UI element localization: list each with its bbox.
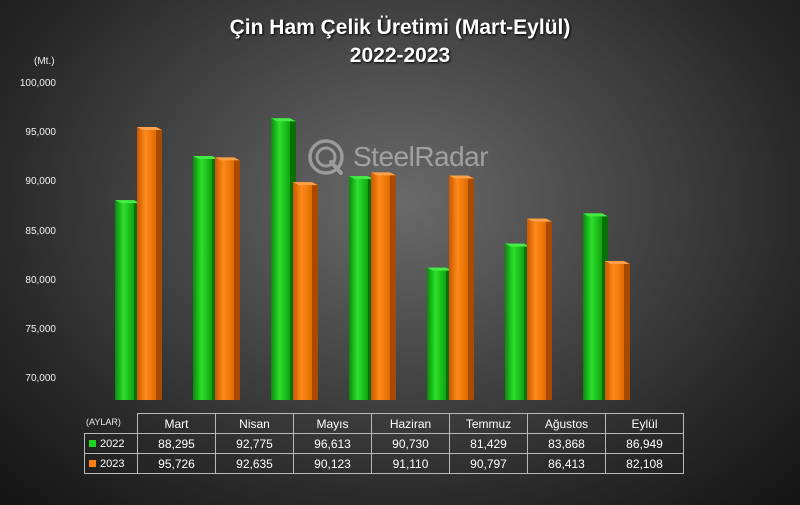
bar-front (583, 213, 602, 400)
y-axis-unit: (Mt.) (34, 56, 55, 67)
data-label: 92,775 (215, 433, 294, 454)
bar-2022-eylül (583, 213, 608, 400)
bar-front (271, 118, 290, 401)
bar-front (193, 156, 212, 400)
y-tick-label: 90,000 (25, 176, 56, 188)
steelradar-logo-icon (308, 139, 344, 175)
data-label: 83,868 (527, 433, 606, 454)
table-header-mayıs: Mayıs (293, 413, 372, 434)
data-label: 90,123 (293, 453, 372, 474)
data-label: 81,429 (449, 433, 528, 454)
table-header-haziran: Haziran (371, 413, 450, 434)
bar-top (293, 182, 318, 186)
table-header-eylül: Eylül (605, 413, 684, 434)
data-label: 92,635 (215, 453, 294, 474)
bar-front (137, 127, 156, 401)
legend-2023: 2023 (84, 453, 138, 474)
y-tick-label: 95,000 (25, 127, 56, 139)
bar-top (371, 172, 396, 176)
data-label: 86,413 (527, 453, 606, 474)
bar-2023-eylül (605, 260, 630, 400)
bar-top (505, 243, 530, 247)
bar-front (349, 176, 368, 400)
legend-swatch-2023 (89, 460, 96, 468)
y-tick-label: 100,000 (19, 78, 56, 89)
bar-side (312, 182, 318, 400)
chart-title: Çin Ham Çelik Üretimi (Mart-Eylül) (229, 16, 571, 39)
data-label: 90,797 (449, 453, 528, 474)
bar-top (137, 127, 162, 131)
table-header-row: Mart Nisan Mayıs Haziran Temmuz Ağustos Eylül (84, 413, 684, 434)
data-label: 91,110 (371, 453, 450, 474)
bar-2023-haziran (371, 172, 396, 400)
table-header-ağustos: Ağustos (527, 413, 606, 434)
table-row-2023: 2023 95,726 92,635 90,123 91,110 90,797 86,41… (84, 453, 684, 474)
bar-top (583, 213, 608, 217)
bar-front (215, 157, 234, 400)
bar-2023-ağustos (527, 218, 552, 400)
bar-front (605, 260, 624, 400)
bar-top (349, 176, 374, 180)
data-label: 88,295 (137, 433, 216, 454)
bar-top (193, 156, 218, 160)
data-table: Mart Nisan Mayıs Haziran Temmuz Ağustos Eylül … (84, 413, 684, 474)
watermark-text: SteelRadar (353, 141, 489, 172)
table-header-label: (AYLAR) (86, 417, 121, 427)
bar-front (293, 182, 312, 400)
bar-2022-mart (115, 200, 140, 400)
bar-top (271, 118, 296, 122)
bar-side (546, 218, 552, 400)
bar-top (449, 175, 474, 179)
bar-side (624, 260, 630, 400)
data-label: 82,108 (605, 453, 684, 474)
table-header-mart: Mart (137, 413, 216, 434)
data-label: 95,726 (137, 453, 216, 474)
legend-2022: 2022 (84, 433, 138, 454)
bar-top (215, 157, 240, 161)
bar-2022-haziran (349, 176, 374, 400)
bar-front (427, 267, 446, 400)
bar-top (605, 260, 630, 264)
bar-2023-mart (137, 127, 162, 401)
legend-swatch-2022 (89, 440, 96, 448)
bar-side (468, 175, 474, 400)
bar-2023-temmuz (449, 175, 474, 400)
bar-front (115, 200, 134, 400)
table-row-2022: 2022 88,295 92,775 96,613 90,730 81,429 83,86… (84, 433, 684, 454)
legend-label: 2023 (100, 457, 125, 470)
table-header-nisan: Nisan (215, 413, 294, 434)
data-label: 86,949 (605, 433, 684, 454)
bar-2022-nisan (193, 156, 218, 400)
table-header-temmuz: Temmuz (449, 413, 528, 434)
legend-label: 2022 (100, 437, 125, 450)
bar-2023-nisan (215, 157, 240, 400)
bar-front (371, 172, 390, 400)
bar-top (115, 200, 140, 204)
bar-top (527, 218, 552, 222)
bar-front (449, 175, 468, 400)
bar-side (390, 172, 396, 400)
bar-side (156, 127, 162, 401)
y-tick-label: 70,000 (25, 373, 56, 384)
bar-2022-mayıs (271, 118, 296, 401)
chart-subtitle: 2022-2023 (349, 44, 451, 67)
bar-top (427, 267, 452, 271)
y-tick-label: 80,000 (25, 274, 56, 286)
bar-2022-ağustos (505, 243, 530, 400)
bar-2022-temmuz (427, 267, 452, 400)
watermark: SteelRadar (305, 132, 505, 182)
bar-side (234, 157, 240, 400)
bar-front (527, 218, 546, 400)
y-tick-label: 75,000 (25, 323, 56, 335)
y-tick-label: 85,000 (25, 225, 56, 237)
bar-2023-mayıs (293, 182, 318, 400)
bar-front (505, 243, 524, 400)
data-label: 90,730 (371, 433, 450, 454)
data-label: 96,613 (293, 433, 372, 454)
